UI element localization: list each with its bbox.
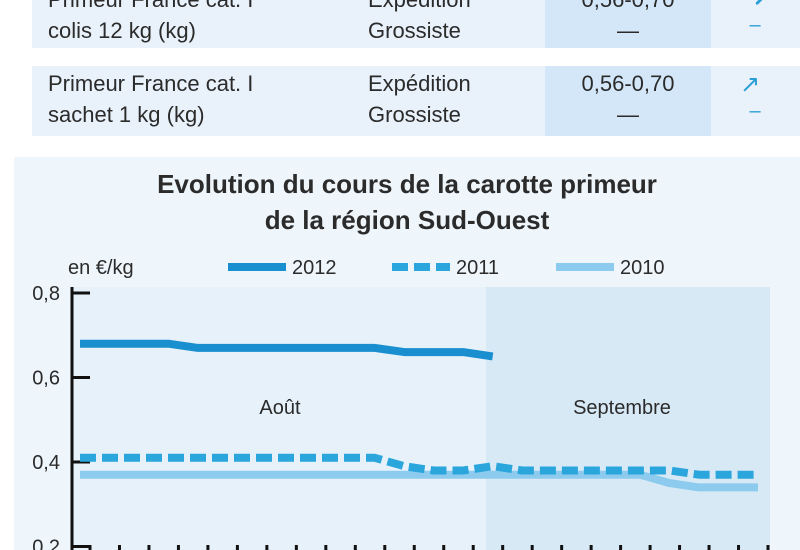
product-line-2: colis 12 kg (kg) [48, 18, 196, 43]
table-cell-price: 0,56-0,70 — [545, 0, 711, 48]
series-line-2012 [80, 339, 494, 361]
table-cell-stage: Expédition Grossiste [318, 66, 545, 136]
chart-title-line-1: Evolution du cours de la carotte primeur [157, 169, 657, 199]
plot-background-septembre [486, 287, 770, 550]
table-cell-product: Primeur France cat. I sachet 1 kg (kg) [32, 66, 318, 136]
trend-arrow-icon: ➜ [735, 0, 775, 13]
stage-line-2: Grossiste [368, 18, 461, 43]
period-label-aout: Août [259, 397, 301, 419]
legend-label-2010: 2010 [620, 257, 665, 279]
product-line-1: Primeur France cat. I [48, 71, 254, 96]
trend-dash: – [749, 100, 761, 122]
table-cell-product: Primeur France cat. I colis 12 kg (kg) [32, 0, 318, 48]
y-tick-label: 0,2 [32, 537, 60, 550]
chart-title-line-2: de la région Sud-Ouest [264, 205, 550, 235]
plot-background-aout [72, 287, 486, 550]
chart-title: Evolution du cours de la carotte primeur… [14, 166, 800, 238]
product-line-2: sachet 1 kg (kg) [48, 102, 205, 127]
table-cell-price: 0,56-0,70 — [545, 66, 711, 136]
trend-dash: – [749, 14, 761, 36]
table-cell-stage: Expédition Grossiste [318, 0, 545, 48]
price-line-2: — [617, 102, 639, 127]
period-label-septembre: Septembre [573, 397, 671, 419]
legend-label-2011: 2011 [456, 257, 499, 279]
series-line-2010 [80, 470, 758, 492]
y-tick-label: 0,4 [32, 452, 60, 474]
price-line-1: 0,56-0,70 [581, 71, 675, 96]
product-line-1: Primeur France cat. I [48, 0, 318, 15]
stage-line-2: Grossiste [368, 102, 461, 127]
price-line-1: 0,56-0,70 [545, 0, 711, 15]
price-table: Primeur France cat. I colis 12 kg (kg) E… [0, 0, 800, 150]
table-cell-trend [711, 66, 800, 136]
stage-line-1: Expédition [368, 71, 471, 96]
legend-label-2012: 2012 [292, 257, 337, 279]
table-cell-trend [711, 0, 800, 48]
price-line-2: — [617, 18, 639, 43]
trend-arrow-icon: ↗ [739, 71, 761, 98]
stage-line-1: Expédition [368, 0, 545, 15]
y-axis-label: en €/kg [68, 257, 134, 279]
y-tick-label: 0,6 [32, 368, 60, 390]
y-tick-label: 0,8 [32, 283, 60, 305]
series-line-2011 [80, 453, 758, 479]
